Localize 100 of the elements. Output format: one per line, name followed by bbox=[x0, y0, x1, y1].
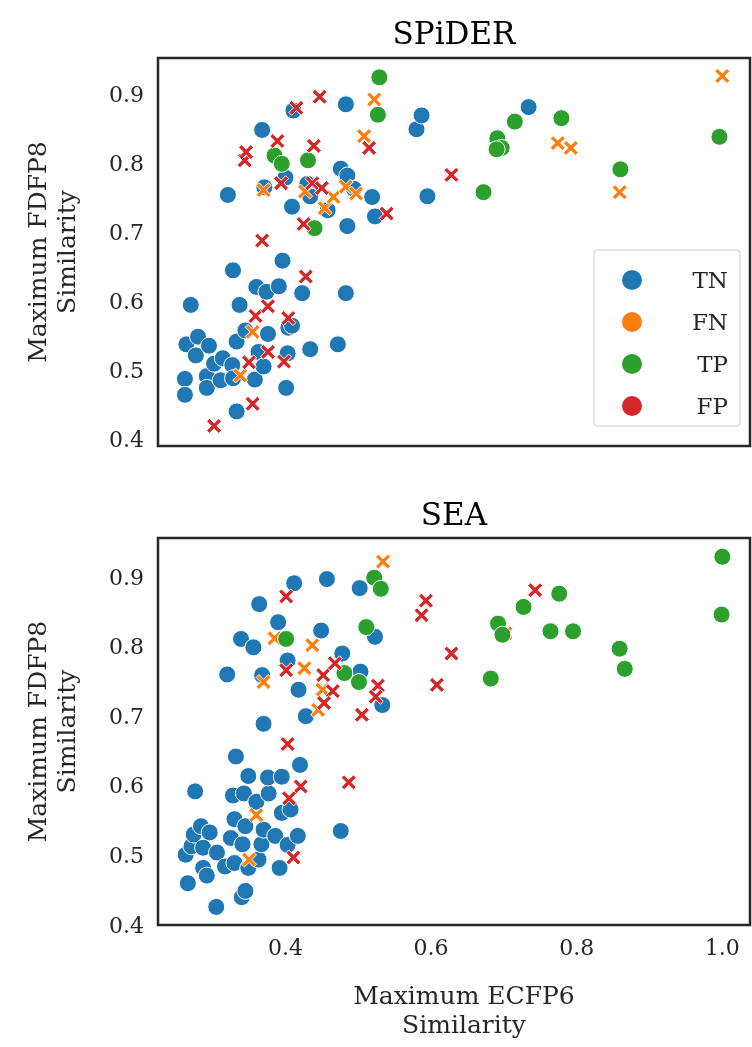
point bbox=[371, 579, 390, 598]
point bbox=[269, 613, 288, 632]
point bbox=[378, 205, 395, 222]
point bbox=[200, 823, 219, 842]
point bbox=[285, 849, 302, 866]
point bbox=[234, 784, 253, 803]
point bbox=[353, 706, 370, 723]
point bbox=[288, 99, 305, 116]
point bbox=[270, 858, 289, 877]
point bbox=[326, 655, 343, 672]
point bbox=[250, 595, 269, 614]
point bbox=[487, 140, 506, 159]
point bbox=[197, 378, 216, 397]
y-tick-label: 0.8 bbox=[109, 634, 144, 660]
point bbox=[248, 807, 265, 824]
x-tick-label: 1.0 bbox=[704, 935, 740, 960]
point bbox=[356, 128, 373, 145]
point bbox=[226, 747, 245, 766]
point bbox=[273, 251, 292, 270]
point bbox=[272, 154, 291, 173]
point bbox=[324, 683, 341, 700]
y-tick-label: 0.4 bbox=[109, 912, 144, 938]
point bbox=[290, 755, 309, 774]
point bbox=[207, 843, 226, 862]
point bbox=[277, 378, 296, 397]
point bbox=[232, 629, 251, 648]
point bbox=[338, 217, 357, 236]
point bbox=[239, 767, 258, 786]
point bbox=[350, 579, 369, 598]
point bbox=[312, 621, 331, 640]
point bbox=[316, 200, 333, 217]
point bbox=[417, 592, 434, 609]
point bbox=[328, 335, 347, 354]
point bbox=[514, 597, 533, 616]
y-tick-label: 0.9 bbox=[109, 564, 144, 590]
point bbox=[241, 354, 258, 371]
point bbox=[236, 881, 255, 900]
point bbox=[493, 625, 512, 644]
point bbox=[245, 370, 264, 389]
point bbox=[549, 135, 566, 152]
point bbox=[244, 395, 261, 412]
point bbox=[255, 182, 272, 199]
y-tick-label: 0.9 bbox=[109, 81, 144, 107]
point bbox=[311, 88, 328, 105]
point bbox=[315, 667, 332, 684]
point bbox=[336, 95, 355, 114]
point bbox=[361, 139, 378, 156]
x-tick-label: 0.4 bbox=[267, 935, 303, 960]
point bbox=[564, 622, 583, 641]
y-tick-label: 0.5 bbox=[109, 358, 144, 384]
legend-label: FP bbox=[696, 393, 728, 420]
y-tick-label: 0.7 bbox=[109, 703, 144, 729]
point bbox=[277, 629, 296, 648]
point bbox=[194, 838, 213, 857]
point bbox=[418, 187, 437, 206]
point bbox=[413, 607, 430, 624]
point bbox=[611, 184, 628, 201]
point bbox=[562, 139, 579, 156]
point bbox=[713, 547, 732, 566]
point bbox=[282, 197, 301, 216]
point bbox=[340, 774, 357, 791]
point bbox=[241, 851, 258, 868]
point bbox=[615, 659, 634, 678]
point bbox=[428, 676, 445, 693]
point bbox=[197, 866, 216, 885]
y-tick-label: 0.6 bbox=[109, 289, 144, 315]
point bbox=[375, 553, 391, 570]
point bbox=[266, 826, 285, 845]
point bbox=[175, 369, 194, 388]
point bbox=[293, 284, 312, 303]
point bbox=[259, 298, 276, 315]
point bbox=[225, 854, 244, 873]
point bbox=[273, 175, 290, 192]
point bbox=[313, 180, 330, 197]
point bbox=[366, 91, 383, 108]
y-tick-label: 0.5 bbox=[109, 843, 144, 869]
x-tick-label: 0.6 bbox=[413, 935, 449, 960]
point bbox=[316, 694, 333, 711]
point bbox=[370, 68, 389, 87]
point bbox=[407, 120, 426, 139]
point bbox=[232, 367, 249, 384]
point bbox=[233, 835, 252, 854]
point bbox=[288, 826, 307, 845]
point bbox=[258, 324, 277, 343]
point bbox=[335, 664, 354, 683]
point bbox=[357, 618, 376, 637]
point bbox=[474, 183, 493, 202]
chart-title: SEA bbox=[420, 496, 488, 532]
point bbox=[247, 307, 264, 324]
point bbox=[412, 106, 431, 125]
point bbox=[259, 784, 278, 803]
point bbox=[295, 215, 312, 232]
point bbox=[186, 346, 205, 365]
point bbox=[244, 323, 261, 340]
point bbox=[278, 662, 295, 679]
point bbox=[505, 112, 524, 131]
point bbox=[244, 638, 263, 657]
point bbox=[186, 782, 205, 801]
point bbox=[349, 673, 368, 692]
point bbox=[269, 277, 288, 296]
